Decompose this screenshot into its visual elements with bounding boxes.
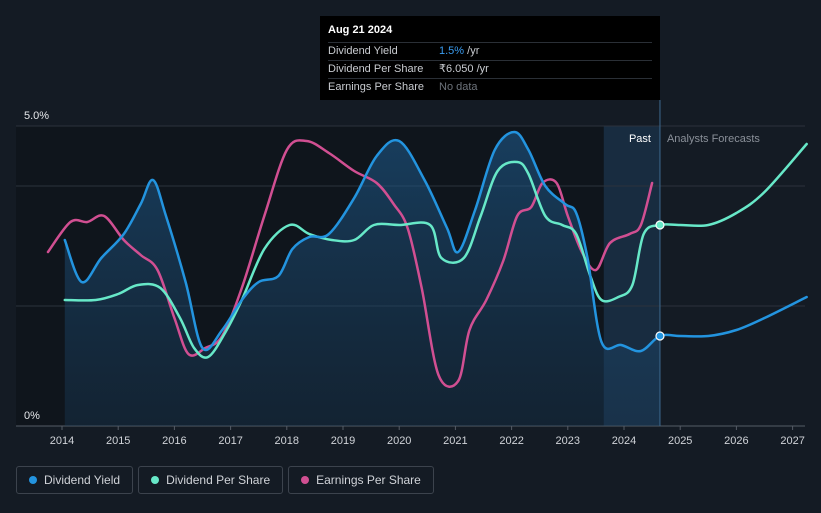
legend-item-dividend-per-share[interactable]: Dividend Per Share [138,466,284,494]
y-tick-label: 5.0% [24,110,49,122]
tooltip-value: No data [439,81,478,93]
x-tick-label: 2019 [331,435,355,447]
x-tick-label: 2015 [106,435,130,447]
tooltip-value: ₹6.050 [439,63,474,75]
tooltip: Aug 21 2024 Dividend Yield 1.5% /yr Divi… [320,16,660,100]
x-tick-label: 2023 [556,435,580,447]
dividend-per-share-line [63,142,808,359]
legend: Dividend Yield Dividend Per Share Earnin… [16,466,434,494]
tooltip-unit: /yr [473,63,489,75]
marker-dividend-per-share [655,220,665,230]
tooltip-value: 1.5% [439,45,465,57]
marker-dividend-yield [655,331,665,341]
tooltip-row-dividend-yield: Dividend Yield 1.5% /yr [328,42,652,60]
x-tick-label: 2020 [387,435,411,447]
legend-item-earnings-per-share[interactable]: Earnings Per Share [288,466,434,494]
y-tick-label: 0% [24,410,40,422]
legend-label: Dividend Per Share [166,473,271,487]
x-tick-label: 2025 [668,435,692,447]
x-tick-label: 2026 [724,435,748,447]
x-tick-label: 2018 [275,435,299,447]
tooltip-label: Dividend Yield [328,45,398,57]
tooltip-label: Dividend Per Share [328,63,424,75]
legend-label: Dividend Yield [44,473,121,487]
legend-dot-icon [301,476,310,484]
x-tick-label: 2017 [218,435,242,447]
x-tick-label: 2024 [612,435,636,447]
tooltip-row-dividend-per-share: Dividend Per Share ₹6.050 /yr [328,60,652,78]
legend-dot-icon [29,476,37,484]
x-tick-label: 2021 [443,435,467,447]
dividend-yield-line [63,130,808,353]
past-label: Past [629,133,651,145]
x-tick-label: 2014 [50,435,74,447]
legend-dot-icon [151,476,160,484]
tooltip-date: Aug 21 2024 [328,24,393,36]
tooltip-row-earnings-per-share: Earnings Per Share No data [328,78,652,96]
tooltip-unit: /yr [464,45,480,57]
legend-label: Earnings Per Share [316,473,421,487]
legend-item-dividend-yield[interactable]: Dividend Yield [16,466,134,494]
x-tick-label: 2016 [162,435,186,447]
forecast-label: Analysts Forecasts [667,133,760,145]
x-tick-label: 2027 [780,435,804,447]
earnings-per-share-line [46,139,654,388]
x-tick-label: 2022 [499,435,523,447]
tooltip-label: Earnings Per Share [328,81,424,93]
